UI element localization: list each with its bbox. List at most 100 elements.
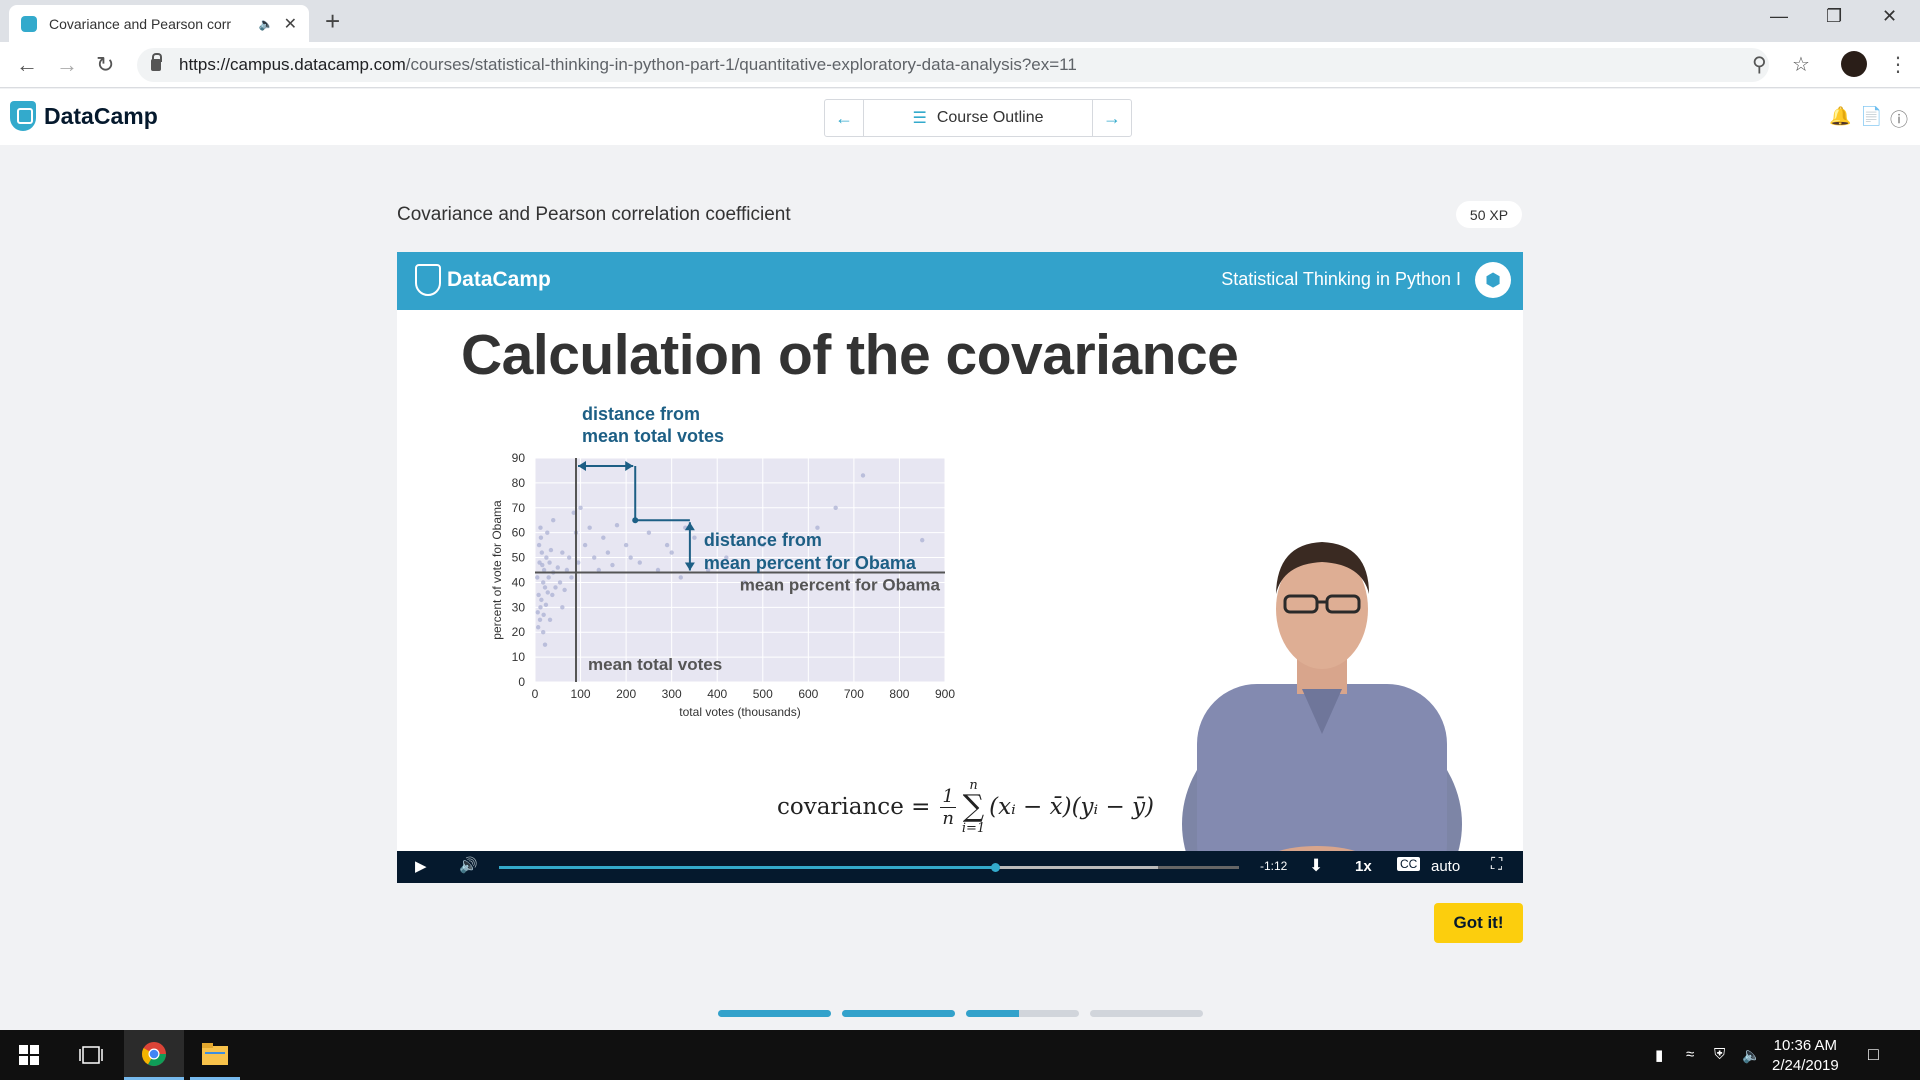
data-point [705,567,711,573]
menu-kebab-icon[interactable]: ⋮ [1888,54,1908,76]
formula-sum: n ∑ i=1 [962,779,985,835]
exercise-progress-segment[interactable] [966,1010,1079,1017]
next-exercise-icon[interactable]: → [1103,107,1121,128]
pdf-slides-icon[interactable]: 📄 [1860,106,1883,126]
fullscreen-icon[interactable]: ⛶ [1491,856,1503,873]
clock-date: 2/24/2019 [1772,1057,1839,1074]
quality-selector[interactable]: auto [1431,858,1461,875]
data-point [724,555,729,560]
back-icon[interactable]: ← [16,52,38,77]
forward-icon[interactable]: → [56,52,78,77]
address-bar[interactable]: https://campus.datacamp.com/courses/stat… [137,48,1769,82]
wifi-icon[interactable]: ≈ [1686,1046,1695,1063]
formula-terms: (xᵢ − x̄)(yᵢ − ȳ) [989,794,1155,820]
captions-icon[interactable]: CC [1397,857,1421,871]
data-point [815,525,820,530]
datacamp-logo[interactable]: DataCamp [10,101,158,131]
got-it-button[interactable]: Got it! [1434,903,1523,943]
course-outline-nav: ← ☰ Course Outline → [824,99,1132,137]
x-tick-label: 800 [889,687,909,701]
data-point [551,518,556,523]
formula-fraction: 1 n [940,786,956,829]
task-view-icon[interactable] [66,1030,116,1080]
video-controls: ▶ 🔊 -1:12 ⬇ 1x CC auto ⛶ [397,851,1523,883]
data-point [553,585,558,590]
notification-bell-icon[interactable]: 🔔 [1829,106,1852,126]
course-outline-button[interactable]: ☰ Course Outline [863,100,1093,136]
x-tick-label: 0 [532,687,539,701]
report-issue-icon[interactable]: ⓘ [1890,110,1908,130]
play-icon[interactable]: ▶ [415,858,427,875]
data-point [537,617,543,622]
battery-icon[interactable]: ▮ [1655,1047,1664,1064]
speaker-muted-icon[interactable]: 🔈 [258,16,274,31]
exercise-progress-fill [842,1010,955,1017]
y-tick-label: 10 [512,650,526,664]
exercise-progress-fill [966,1010,1020,1017]
windows-start-icon[interactable] [0,1030,58,1080]
hamburger-icon: ☰ [912,110,927,127]
y-tick-label: 60 [512,526,526,540]
chrome-taskbar-icon[interactable] [124,1030,184,1080]
slide-course-name: Statistical Thinking in Python I [1221,269,1461,289]
security-shield-icon[interactable]: ⛨ [1714,1046,1726,1063]
download-icon[interactable]: ⬇ [1309,856,1324,875]
zoom-icon[interactable]: ⚲ [1752,54,1767,76]
close-window-icon[interactable]: ✕ [1882,6,1898,26]
new-tab-icon[interactable]: + [325,6,341,36]
data-point [541,612,546,617]
x-axis-label: total votes (thousands) [679,705,800,719]
previous-exercise-icon[interactable]: ← [835,107,853,128]
data-point [628,555,633,560]
data-point [539,550,545,555]
profile-avatar[interactable] [1841,51,1867,77]
browser-tab[interactable]: Covariance and Pearson corr 🔈 ✕ [9,5,309,42]
slide-shield-icon [415,264,441,296]
data-point [566,555,572,560]
exercise-progress-segment[interactable] [1090,1010,1203,1017]
data-point [596,567,601,573]
progress-knob[interactable] [990,863,1000,872]
data-point [544,555,549,560]
exercise-progress-segment[interactable] [718,1010,831,1017]
data-point [539,597,544,603]
sum-lower-limit: i=1 [961,821,986,836]
slide-brand: DataCamp [447,268,551,291]
video-player[interactable]: DataCamp Statistical Thinking in Python … [397,252,1523,883]
y-tick-label: 70 [512,501,526,515]
data-point [541,580,546,585]
slide-header-bar: DataCamp Statistical Thinking in Python … [397,252,1523,310]
data-point [560,605,565,610]
slide-heading: Calculation of the covariance [461,323,1239,387]
x-tick-label: 400 [707,687,727,701]
xp-badge: 50 XP [1456,201,1522,228]
data-point [536,592,541,598]
exercise-progress-segment[interactable] [842,1010,955,1017]
data-point [587,525,592,530]
data-point [538,605,543,610]
y-tick-label: 30 [512,600,526,614]
x-tick-label: 600 [798,687,818,701]
datacamp-favicon-icon [21,15,37,32]
bookmark-star-icon[interactable]: ☆ [1792,54,1810,76]
minimize-icon[interactable]: — [1770,6,1788,26]
y-tick-label: 0 [518,675,525,689]
volume-icon[interactable]: 🔊 [459,857,478,874]
data-point [860,473,866,478]
system-clock[interactable]: 10:36 AM 2/24/2019 [1772,1036,1839,1076]
data-point [557,580,563,585]
data-point [562,587,567,593]
video-progress-bar[interactable] [499,863,1239,872]
reload-icon[interactable]: ↻ [96,52,115,77]
close-tab-icon[interactable]: ✕ [283,15,297,33]
playback-speed[interactable]: 1x [1355,858,1372,875]
data-point [669,550,674,555]
speaker-icon[interactable]: 🔈 [1742,1047,1761,1064]
presenter-video [1182,542,1462,883]
restore-icon[interactable]: ❐ [1826,6,1843,26]
action-center-icon[interactable]: □ [1868,1044,1879,1064]
data-point [546,575,551,580]
brand-name: DataCamp [44,102,158,129]
highlight-point [632,517,639,524]
file-explorer-icon[interactable] [190,1030,240,1080]
